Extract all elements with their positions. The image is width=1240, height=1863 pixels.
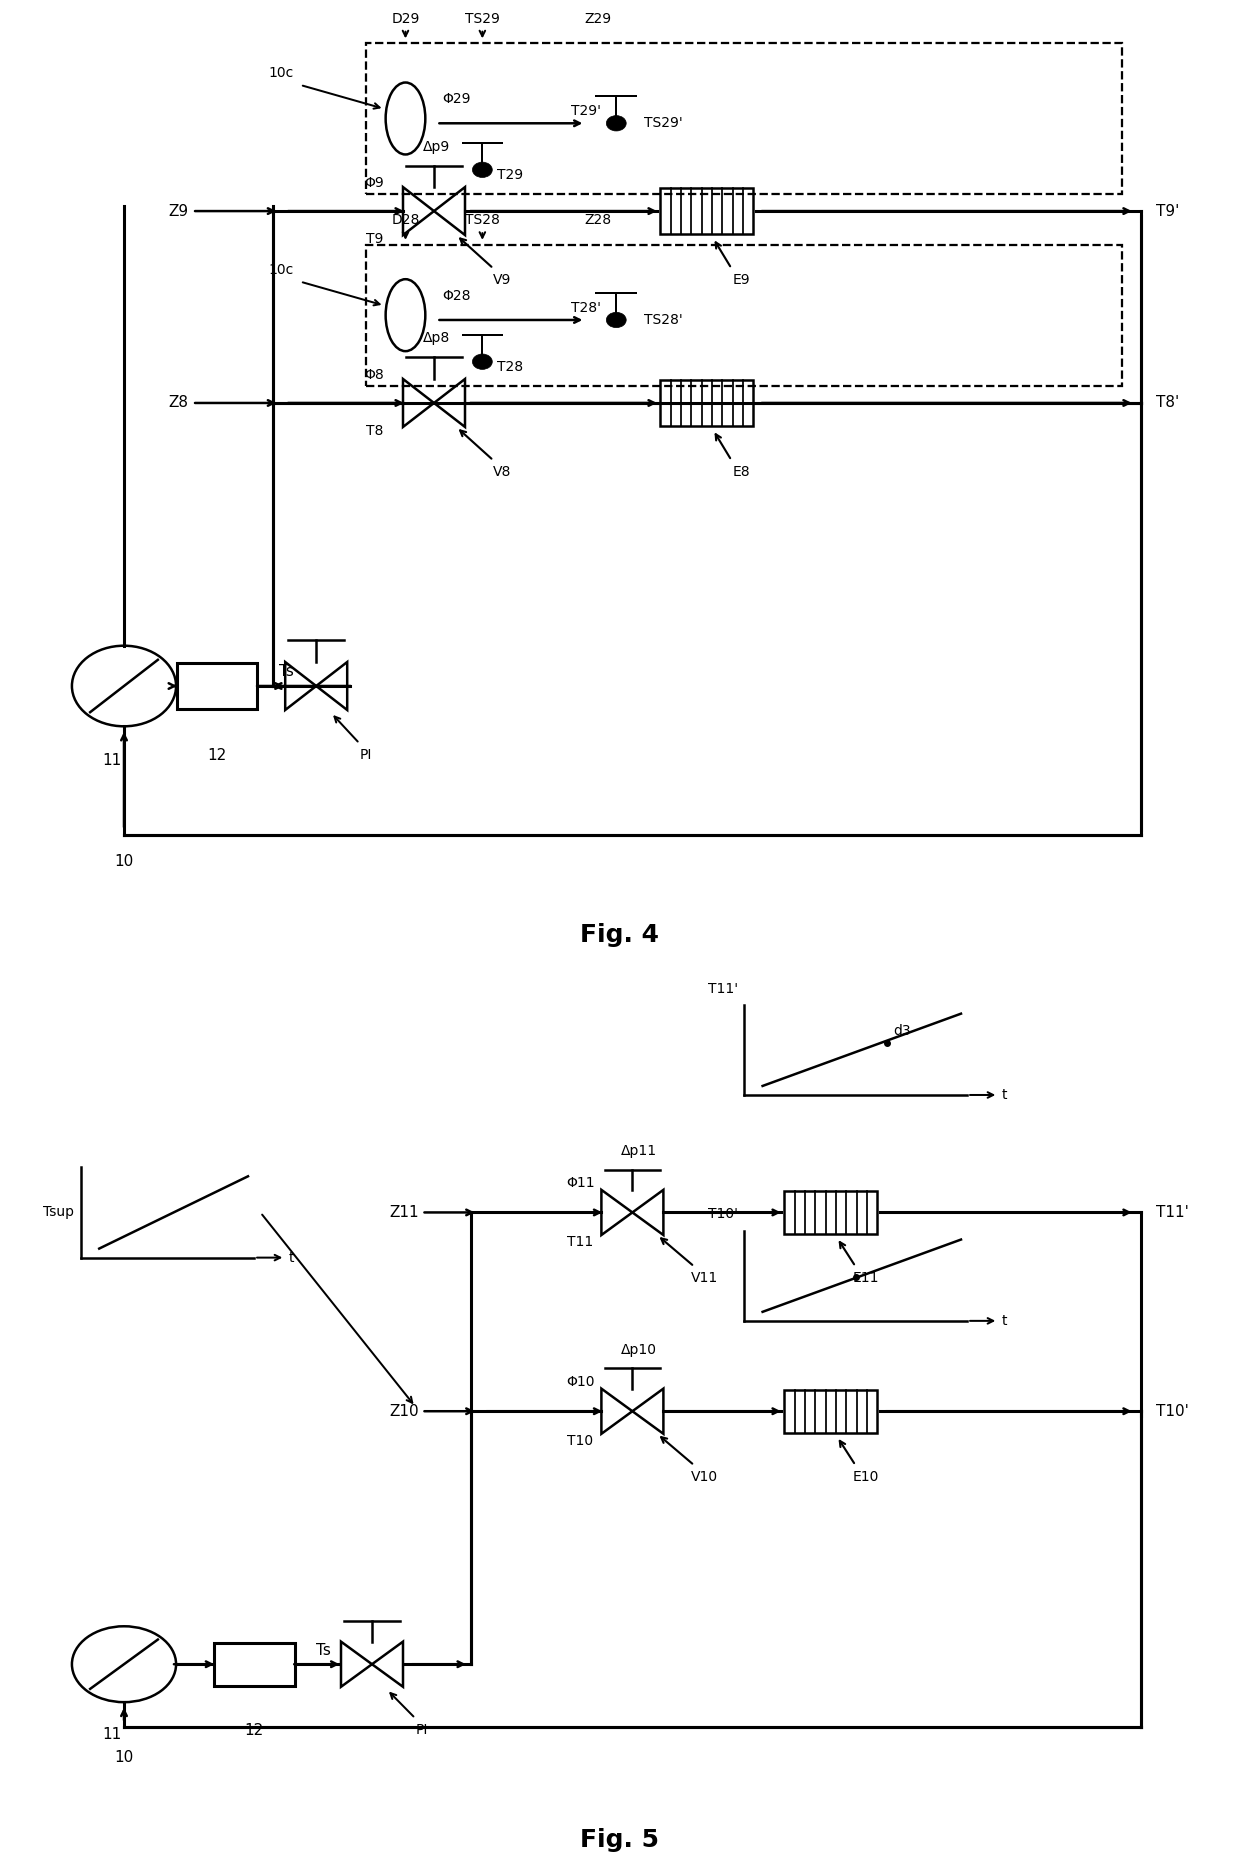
Text: T11': T11' <box>708 982 738 995</box>
Bar <box>366 43 1122 194</box>
Text: T10: T10 <box>567 1435 594 1448</box>
Text: V10: V10 <box>691 1470 718 1485</box>
Text: TS29: TS29 <box>465 11 500 26</box>
Text: D29: D29 <box>392 11 419 26</box>
Circle shape <box>606 313 626 328</box>
Text: 11: 11 <box>102 1727 122 1742</box>
Text: Φ10: Φ10 <box>567 1375 594 1388</box>
Text: Z8: Z8 <box>169 395 188 410</box>
Text: 10c: 10c <box>269 263 294 278</box>
Text: T9: T9 <box>366 233 383 246</box>
Text: V11: V11 <box>691 1271 718 1285</box>
Text: T29': T29' <box>572 104 601 119</box>
Text: Φ9: Φ9 <box>365 175 384 190</box>
Text: Ts: Ts <box>316 1643 331 1658</box>
Circle shape <box>472 162 492 177</box>
Text: V8: V8 <box>494 466 511 479</box>
Text: E8: E8 <box>733 466 750 479</box>
Text: T10': T10' <box>1156 1403 1189 1420</box>
Text: T11': T11' <box>1156 1205 1189 1220</box>
Text: TS28: TS28 <box>465 214 500 227</box>
Text: T9': T9' <box>1156 203 1179 218</box>
Text: Δp9: Δp9 <box>423 140 450 153</box>
Text: T11: T11 <box>567 1235 594 1248</box>
Text: Z28: Z28 <box>584 214 611 227</box>
Bar <box>213 1643 295 1686</box>
Text: 12: 12 <box>244 1723 264 1738</box>
Text: d3: d3 <box>893 1025 910 1038</box>
Text: Φ29: Φ29 <box>443 91 471 106</box>
Bar <box>660 188 753 235</box>
Text: Δp10: Δp10 <box>620 1343 657 1356</box>
Text: Z10: Z10 <box>389 1403 419 1420</box>
Text: E11: E11 <box>852 1271 879 1285</box>
Text: Z9: Z9 <box>169 203 188 218</box>
Text: Tsup: Tsup <box>43 1205 74 1220</box>
Text: t: t <box>289 1250 294 1265</box>
Bar <box>176 663 258 710</box>
Text: t: t <box>1002 1313 1007 1328</box>
Text: 12: 12 <box>207 749 227 764</box>
Bar <box>785 1190 878 1233</box>
Bar <box>785 1390 878 1433</box>
Text: T29: T29 <box>497 168 523 181</box>
Text: E9: E9 <box>733 274 750 287</box>
Bar <box>366 244 1122 386</box>
Text: D28: D28 <box>392 214 419 227</box>
Text: PI: PI <box>360 749 372 762</box>
Text: Δp8: Δp8 <box>423 332 450 345</box>
Text: T8': T8' <box>1156 395 1179 410</box>
Text: Z11: Z11 <box>389 1205 419 1220</box>
Text: 10: 10 <box>114 853 134 868</box>
Text: E10: E10 <box>852 1470 879 1485</box>
Text: Z29: Z29 <box>584 11 611 26</box>
Text: Fig. 5: Fig. 5 <box>580 1828 660 1852</box>
Text: 10c: 10c <box>269 65 294 80</box>
Text: Δp11: Δp11 <box>620 1144 657 1159</box>
Text: TS28': TS28' <box>644 313 682 328</box>
Text: 11: 11 <box>102 753 122 768</box>
Bar <box>660 380 753 427</box>
Text: TS29': TS29' <box>644 116 682 130</box>
Text: Φ11: Φ11 <box>565 1176 595 1190</box>
Text: Φ28: Φ28 <box>443 289 471 302</box>
Text: 10: 10 <box>114 1749 134 1764</box>
Circle shape <box>472 354 492 369</box>
Text: Fig. 4: Fig. 4 <box>580 924 660 948</box>
Text: T8: T8 <box>366 425 383 438</box>
Text: Φ8: Φ8 <box>365 367 384 382</box>
Text: V9: V9 <box>494 274 511 287</box>
Text: t: t <box>1002 1088 1007 1103</box>
Text: PI: PI <box>415 1723 428 1736</box>
Text: T28: T28 <box>497 360 523 373</box>
Text: T10': T10' <box>708 1207 738 1222</box>
Text: Ts: Ts <box>279 663 294 680</box>
Text: T28': T28' <box>572 302 601 315</box>
Circle shape <box>606 116 626 130</box>
